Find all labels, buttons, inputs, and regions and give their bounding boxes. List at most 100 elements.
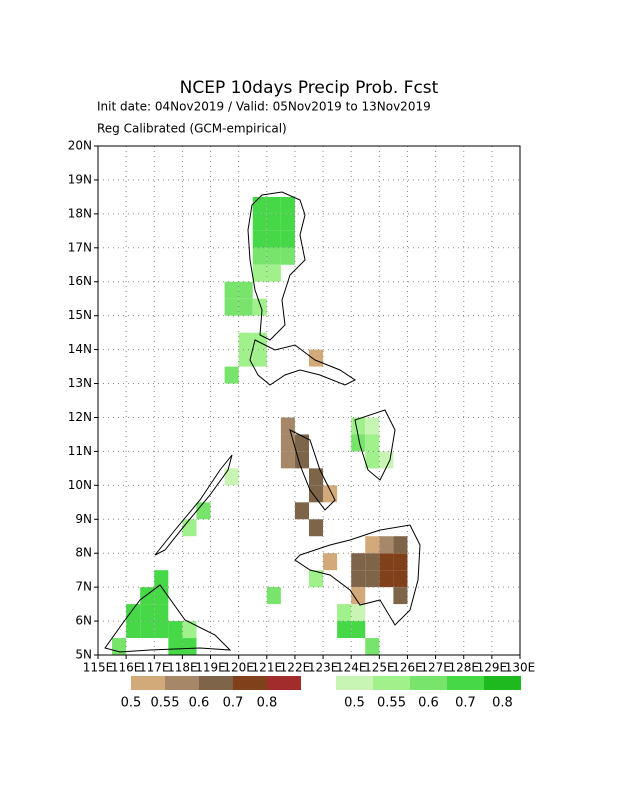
- x-tick-label: 115E: [83, 661, 114, 675]
- prob-cell: [252, 349, 267, 367]
- y-tick-label: 6N: [75, 614, 92, 628]
- prob-cell: [393, 587, 408, 605]
- colorbar-box: [131, 676, 165, 690]
- prob-cell: [280, 230, 295, 248]
- prob-cell: [266, 213, 281, 231]
- prob-cell: [280, 213, 295, 231]
- prob-cell: [280, 247, 295, 265]
- prob-cell: [154, 604, 169, 622]
- colorbar-label: 0.5: [344, 696, 365, 711]
- prob-cell: [309, 485, 324, 503]
- prob-cell: [365, 638, 380, 655]
- prob-cell: [182, 621, 197, 639]
- prob-cell: [379, 451, 394, 469]
- x-tick-label: 116E: [111, 661, 142, 675]
- prob-cell: [168, 638, 183, 655]
- colorbar-label: 0.7: [455, 696, 476, 711]
- prob-cell: [393, 553, 408, 571]
- colorbar-label: 0.8: [257, 696, 278, 711]
- x-tick-label: 117E: [139, 661, 170, 675]
- x-tick-label: 127E: [420, 661, 451, 675]
- prob-cell: [266, 587, 281, 605]
- prob-cell: [309, 570, 324, 588]
- colorbar-box: [484, 676, 521, 690]
- colorbar-box: [267, 676, 301, 690]
- y-tick-label: 20N: [68, 139, 92, 153]
- prob-cell: [168, 621, 183, 639]
- x-tick-label: 129E: [477, 661, 508, 675]
- prob-cell: [140, 621, 155, 639]
- x-tick-label: 121E: [252, 661, 283, 675]
- x-tick-label: 124E: [336, 661, 367, 675]
- colorbar-box: [199, 676, 233, 690]
- prob-cell: [182, 638, 197, 655]
- y-tick-label: 19N: [68, 172, 92, 186]
- prob-cell: [351, 417, 366, 435]
- colorbar-label: 0.6: [418, 696, 439, 711]
- prob-cell: [266, 264, 281, 282]
- y-tick-label: 15N: [68, 308, 92, 322]
- prob-cell: [337, 621, 352, 639]
- colorbar-box: [336, 676, 373, 690]
- prob-cell: [309, 519, 324, 537]
- prob-cell: [351, 621, 366, 639]
- x-tick-label: 130E: [505, 661, 536, 675]
- prob-cell: [365, 570, 380, 588]
- prob-cell: [393, 570, 408, 588]
- prob-cell: [379, 570, 394, 588]
- prob-cell: [252, 213, 267, 231]
- x-tick-label: 123E: [308, 661, 339, 675]
- x-tick-label: 118E: [167, 661, 198, 675]
- prob-cell: [379, 553, 394, 571]
- y-tick-label: 10N: [68, 478, 92, 492]
- prob-cell: [365, 553, 380, 571]
- prob-cell: [252, 264, 267, 282]
- y-tick-label: 13N: [68, 376, 92, 390]
- y-tick-label: 16N: [68, 274, 92, 288]
- colorbar-label: 0.6: [189, 696, 210, 711]
- y-tick-label: 7N: [75, 580, 92, 594]
- prob-cell: [238, 298, 253, 316]
- prob-cell: [252, 298, 267, 316]
- prob-cell: [182, 519, 197, 537]
- colorbar-label: 0.7: [223, 696, 244, 711]
- prob-cell: [196, 502, 211, 520]
- colorbar-label: 0.55: [151, 696, 180, 711]
- y-tick-label: 14N: [68, 342, 92, 356]
- prob-cell: [154, 587, 169, 605]
- prob-cell: [309, 349, 324, 367]
- y-tick-label: 18N: [68, 206, 92, 220]
- map-frame: [97, 145, 521, 656]
- colorbar-box: [373, 676, 410, 690]
- colorbar-box: [165, 676, 199, 690]
- colorbar-label: 0.5: [121, 696, 142, 711]
- prob-cell: [112, 638, 127, 655]
- colorbar-box: [410, 676, 447, 690]
- prob-cell: [365, 536, 380, 554]
- prob-cell: [224, 298, 239, 316]
- prob-cell: [224, 366, 239, 384]
- x-tick-label: 125E: [364, 661, 395, 675]
- x-tick-label: 120E: [223, 661, 254, 675]
- prob-cell: [154, 621, 169, 639]
- subtitle: Init date: 04Nov2019 / Valid: 05Nov2019 …: [97, 100, 431, 114]
- prob-cell: [351, 587, 366, 605]
- y-tick-label: 11N: [68, 444, 92, 458]
- prob-cell: [365, 451, 380, 469]
- y-tick-label: 17N: [68, 240, 92, 254]
- prob-cell: [351, 604, 366, 622]
- prob-cell: [252, 247, 267, 265]
- prob-cell: [154, 570, 169, 588]
- prob-cell: [337, 604, 352, 622]
- prob-cell: [365, 417, 380, 435]
- x-tick-label: 119E: [195, 661, 226, 675]
- colorbar-label: 0.55: [377, 696, 406, 711]
- x-tick-label: 128E: [448, 661, 479, 675]
- prob-cell: [224, 281, 239, 299]
- title: NCEP 10days Precip Prob. Fcst: [180, 78, 439, 98]
- prob-cell: [294, 451, 309, 469]
- prob-cell: [351, 570, 366, 588]
- prob-cell: [140, 587, 155, 605]
- prob-cell: [280, 434, 295, 452]
